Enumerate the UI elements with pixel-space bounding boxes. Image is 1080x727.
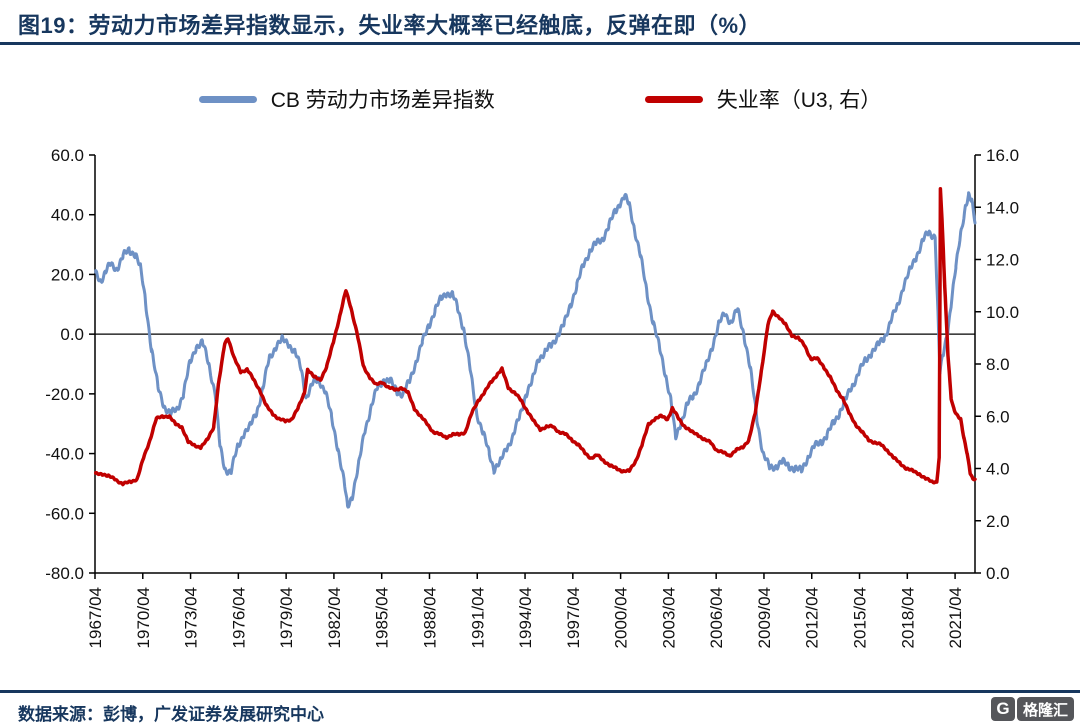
svg-text:2000/04: 2000/04 (612, 587, 631, 648)
svg-text:1994/04: 1994/04 (516, 587, 535, 648)
svg-text:6.0: 6.0 (986, 407, 1010, 426)
svg-text:0.0: 0.0 (60, 325, 84, 344)
page-title: 图19：劳动力市场差异指数显示，失业率大概率已经触底，反弹在即（%） (18, 13, 762, 38)
svg-text:1973/04: 1973/04 (182, 587, 201, 648)
svg-text:4.0: 4.0 (986, 460, 1010, 479)
svg-text:2.0: 2.0 (986, 512, 1010, 531)
svg-text:10.0: 10.0 (986, 303, 1019, 322)
svg-text:1988/04: 1988/04 (420, 587, 439, 648)
svg-text:2012/04: 2012/04 (803, 587, 822, 648)
svg-text:1967/04: 1967/04 (86, 587, 105, 648)
legend-label-unemployment: 失业率（U3, 右） (716, 89, 882, 112)
svg-text:1991/04: 1991/04 (468, 587, 487, 648)
gelonghui-g-icon: G (990, 697, 1015, 721)
svg-text:16.0: 16.0 (986, 146, 1019, 165)
title-divider (0, 42, 1080, 45)
gelonghui-logo: G 格隆汇 (990, 697, 1074, 721)
svg-text:2018/04: 2018/04 (898, 587, 917, 648)
svg-text:1982/04: 1982/04 (325, 587, 344, 648)
footer-divider (0, 690, 1080, 693)
legend-swatch-red (644, 95, 703, 103)
svg-text:-20.0: -20.0 (45, 385, 84, 404)
legend-label-cb-index: CB 劳动力市场差异指数 (270, 89, 495, 112)
chart-area: 60.0 40.0 20.0 0.0 -20.0 -40.0 -60.0 -80.0 16.0 1… (0, 128, 1080, 673)
labor-market-line-chart: 60.0 40.0 20.0 0.0 -20.0 -40.0 -60.0 -80.0 16.0 1… (45, 146, 1019, 648)
svg-text:1979/04: 1979/04 (277, 587, 296, 648)
svg-text:2009/04: 2009/04 (755, 587, 774, 648)
svg-text:14.0: 14.0 (986, 198, 1019, 217)
legend-item-cb-index: CB 劳动力市场差异指数 (198, 84, 495, 114)
svg-text:20.0: 20.0 (51, 265, 84, 284)
svg-text:2015/04: 2015/04 (851, 587, 870, 648)
svg-text:1985/04: 1985/04 (373, 587, 392, 648)
svg-text:2003/04: 2003/04 (659, 587, 678, 648)
svg-text:8.0: 8.0 (986, 355, 1010, 374)
legend-swatch-blue (198, 95, 257, 103)
legend-item-unemployment: 失业率（U3, 右） (644, 84, 882, 114)
svg-text:-40.0: -40.0 (45, 445, 84, 464)
svg-text:0.0: 0.0 (986, 564, 1010, 583)
svg-text:12.0: 12.0 (986, 251, 1019, 270)
svg-text:-60.0: -60.0 (45, 504, 84, 523)
svg-text:1970/04: 1970/04 (134, 587, 153, 648)
svg-text:1976/04: 1976/04 (229, 587, 248, 648)
chart-legend: CB 劳动力市场差异指数 失业率（U3, 右） (0, 84, 1080, 114)
svg-text:2021/04: 2021/04 (946, 587, 965, 648)
gelonghui-logo-text: 格隆汇 (1016, 697, 1074, 721)
svg-text:1997/04: 1997/04 (564, 587, 583, 648)
svg-text:60.0: 60.0 (51, 146, 84, 165)
svg-text:2006/04: 2006/04 (707, 587, 726, 648)
svg-text:-80.0: -80.0 (45, 564, 84, 583)
svg-text:40.0: 40.0 (51, 206, 84, 225)
data-source-text: 数据来源：彭博，广发证券发展研究中心 (18, 705, 324, 724)
